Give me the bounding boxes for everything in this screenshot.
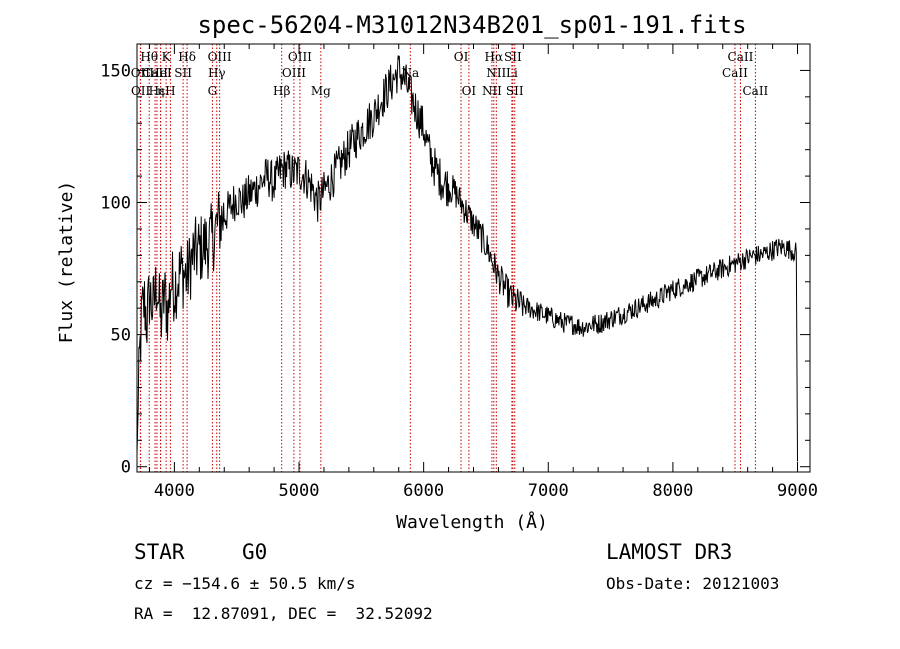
spectral-line-label: Hα [485, 50, 504, 64]
spectral-line-label: G [208, 84, 218, 98]
chart-title: spec-56204-M31012N34B201_sp01-191.fits [197, 11, 746, 39]
spectral-line-label: Na [401, 66, 419, 80]
x-tick-label: 5000 [279, 481, 320, 501]
spectral-line-label: Hε [149, 84, 166, 98]
x-tick-label: 7000 [528, 481, 569, 501]
y-axis-label: Flux (relative) [56, 181, 77, 344]
spectral-line-label: K [162, 50, 172, 64]
tick-layer: 4000 5000 6000 7000 8000 9000 0 50 100 150 [100, 44, 818, 501]
spectral-line-label: SII [174, 66, 192, 80]
line-marker-layer [139, 44, 756, 472]
spectral-line-label: OII [131, 84, 151, 98]
spectral-line-label: SII [506, 84, 524, 98]
y-tick-label: 50 [111, 326, 131, 346]
spectral-line-label: SII [504, 50, 522, 64]
survey-name: LAMOST DR3 [606, 540, 733, 564]
x-tick-label: 6000 [403, 481, 444, 501]
spectral-line-label: OI [454, 50, 469, 64]
series-layer [136, 55, 798, 462]
spectral-line-label: η [157, 84, 164, 98]
spectral-line-label: NII [482, 84, 502, 98]
spectral-line-label: OIII [282, 66, 306, 80]
coordinates-text: RA = 12.87091, DEC = 32.52092 [134, 604, 433, 623]
spectral-line-label: Li [506, 66, 518, 80]
spectral-line-label: H [165, 84, 175, 98]
plot-frame [136, 43, 811, 473]
spectral-line-label: CaII [728, 50, 754, 64]
y-tick-label: 100 [100, 194, 131, 214]
spectrum-line [136, 55, 798, 462]
x-axis-label: Wavelength (Å) [396, 511, 548, 533]
obs-date-text: Obs-Date: 20121003 [606, 574, 780, 593]
spectral-line-label: CaII [142, 66, 168, 80]
spectral-line-label: OIII [208, 50, 232, 64]
redshift-text: cz = −154.6 ± 50.5 km/s [134, 574, 356, 593]
spectral-line-label: OI [462, 84, 477, 98]
spectral-line-label: CaII [742, 84, 768, 98]
spectral-line-label: HeI [149, 66, 172, 80]
object-subclass: G0 [242, 540, 268, 564]
x-tick-label: 9000 [777, 481, 818, 501]
object-class: STAR [134, 540, 185, 564]
x-tick-label: 8000 [652, 481, 693, 501]
spectral-line-label: Hβ [273, 84, 290, 98]
spectral-line-label: Hγ [208, 66, 226, 80]
y-tick-label: 0 [121, 458, 131, 478]
spectral-line-label: OII [131, 66, 151, 80]
spectral-line-label: Hδ [178, 50, 196, 64]
spectral-line-label: CaII [722, 66, 748, 80]
y-tick-label: 150 [100, 61, 131, 81]
x-tick-label: 4000 [154, 481, 195, 501]
spectral-line-label: Mg [311, 84, 331, 98]
spectral-line-label: OIII [288, 50, 312, 64]
spectral-line-label: NII [486, 66, 506, 80]
spectral-line-label: Hθ [140, 50, 158, 64]
